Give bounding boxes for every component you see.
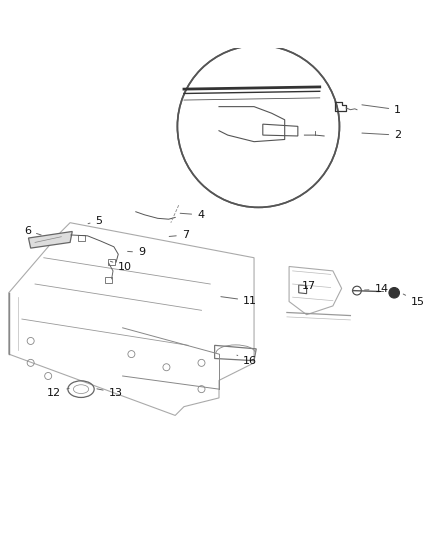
Text: 7: 7 bbox=[169, 230, 189, 240]
Text: 2: 2 bbox=[362, 130, 401, 140]
Text: 6: 6 bbox=[24, 225, 41, 236]
Text: 12: 12 bbox=[47, 387, 69, 398]
Text: 10: 10 bbox=[110, 261, 132, 271]
Text: 13: 13 bbox=[97, 387, 123, 398]
Text: 1: 1 bbox=[362, 104, 401, 115]
Polygon shape bbox=[28, 231, 72, 248]
Text: 9: 9 bbox=[127, 247, 145, 257]
Text: 16: 16 bbox=[237, 355, 257, 366]
Text: 15: 15 bbox=[403, 294, 425, 306]
Text: 4: 4 bbox=[180, 210, 204, 220]
Text: 11: 11 bbox=[221, 296, 257, 305]
Circle shape bbox=[389, 287, 399, 298]
Text: 17: 17 bbox=[301, 281, 315, 291]
Text: 14: 14 bbox=[364, 284, 389, 294]
Text: 5: 5 bbox=[88, 215, 102, 225]
